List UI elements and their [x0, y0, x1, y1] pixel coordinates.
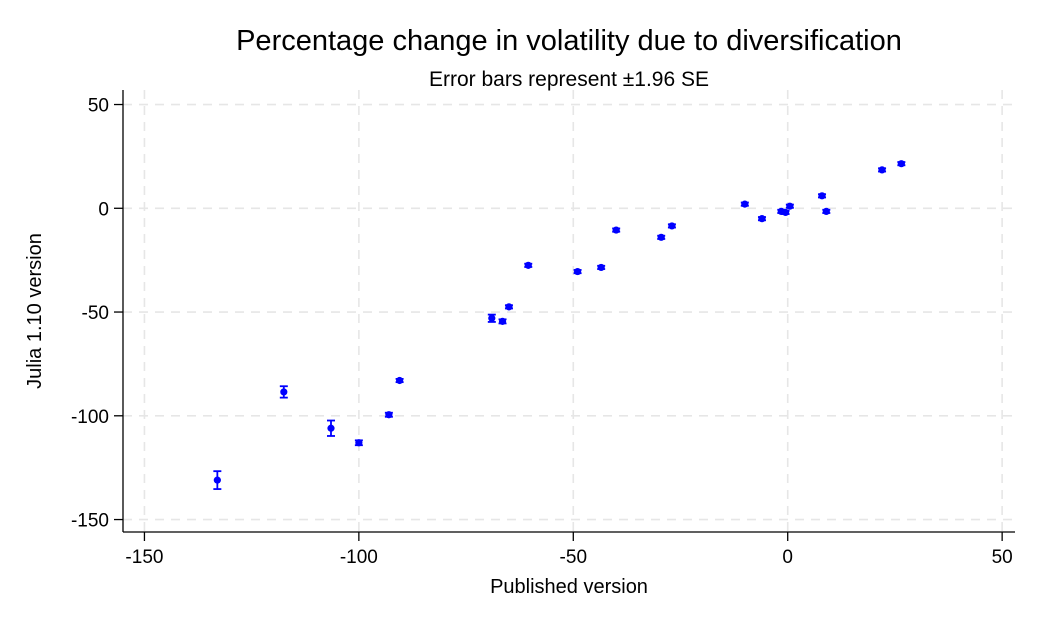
data-point: [897, 160, 905, 168]
data-point: [668, 222, 676, 230]
y-tick-label: 0: [98, 199, 109, 220]
gridlines: [123, 90, 1015, 532]
chart-subtitle: Error bars represent ±1.96 SE: [429, 68, 709, 91]
data-point: [280, 388, 288, 396]
data-point: [573, 267, 582, 276]
data-point: [758, 215, 766, 223]
data-point: [818, 192, 826, 200]
y-tick-label: -50: [82, 303, 109, 324]
data-point: [612, 226, 620, 234]
x-tick-label: 0: [782, 547, 793, 568]
y-tick-label: 50: [88, 96, 109, 117]
chart-title: Percentage change in volatility due to d…: [236, 25, 902, 57]
data-point: [597, 263, 605, 272]
data-point: [657, 233, 665, 241]
x-axis-label: Published version: [490, 576, 648, 598]
data-point: [396, 376, 404, 385]
data-point: [781, 208, 790, 217]
data-point: [524, 261, 532, 269]
x-tick-label: -100: [340, 547, 378, 568]
y-axis-label: Julia 1.10 version: [24, 233, 46, 389]
y-tick-label: -100: [71, 407, 109, 428]
x-tick-label: 50: [992, 547, 1013, 568]
data-point: [488, 314, 496, 322]
y-tick-label: -150: [71, 511, 109, 532]
x-tick-label: -150: [125, 547, 163, 568]
data-point: [822, 207, 830, 215]
data-point: [505, 303, 513, 311]
x-tick-label: -50: [560, 547, 587, 568]
data-point: [498, 317, 507, 325]
data-point: [213, 476, 221, 484]
data-point: [385, 411, 393, 419]
data-point: [786, 202, 794, 210]
data-points: [213, 160, 906, 490]
data-point: [327, 424, 335, 432]
axis-ticks: -150 -100 -50 0 50 50 0 -50 -100 -150: [71, 96, 1013, 568]
data-point: [741, 200, 749, 208]
data-point: [878, 166, 886, 174]
data-point: [355, 439, 363, 447]
